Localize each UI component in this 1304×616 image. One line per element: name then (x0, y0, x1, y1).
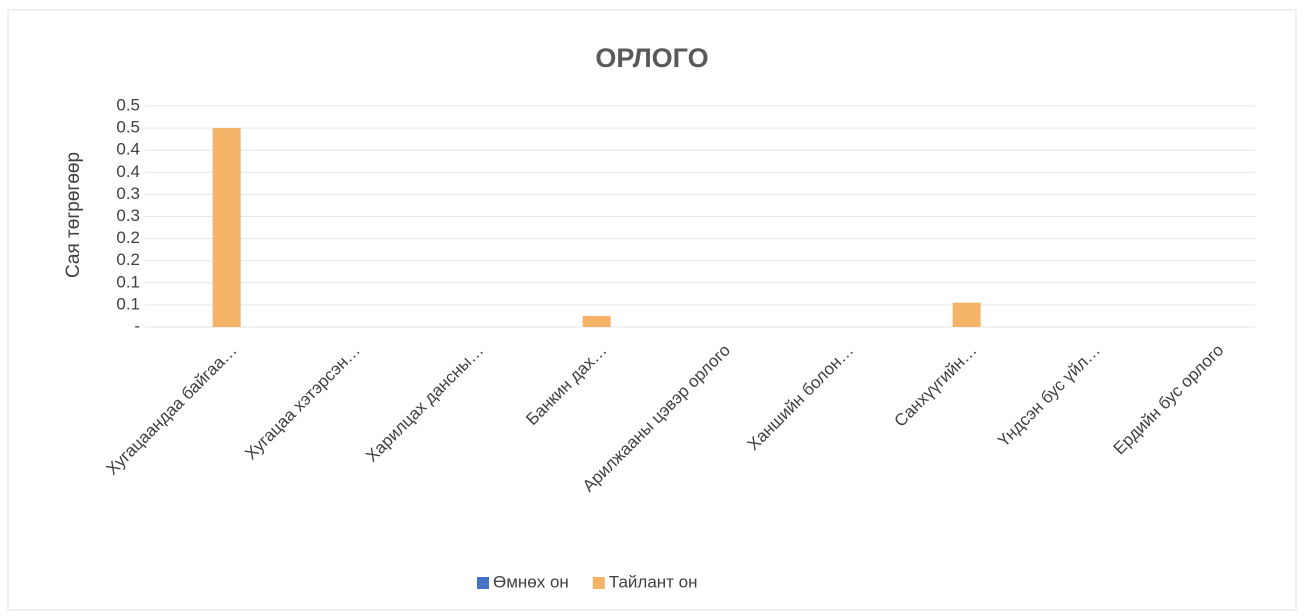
bar (212, 128, 241, 327)
chart-title: ОРЛОГО (595, 43, 708, 73)
y-tick-label: 0.4 (116, 140, 140, 159)
legend-label: Өмнөх он (493, 572, 569, 591)
chart-frame (7, 9, 1297, 611)
bar (952, 302, 981, 327)
y-tick-label: 0.2 (116, 250, 140, 269)
y-tick-label: 0.1 (116, 294, 140, 313)
y-tick-label: 0.4 (116, 162, 140, 181)
legend-swatch (592, 577, 605, 589)
y-tick-label: - (134, 316, 140, 335)
y-tick-label: 0.5 (116, 95, 140, 114)
y-tick-label: 0.3 (116, 206, 140, 225)
y-tick-label: 0.1 (116, 272, 140, 291)
legend-label: Тайлант он (609, 572, 698, 591)
y-tick-label: 0.3 (116, 184, 140, 203)
y-tick-label: 0.5 (116, 118, 140, 137)
y-tick-label: 0.2 (116, 228, 140, 247)
legend-swatch (477, 577, 489, 589)
y-axis-label: Сая төгрөгөөр (63, 152, 84, 278)
bar (582, 315, 611, 327)
